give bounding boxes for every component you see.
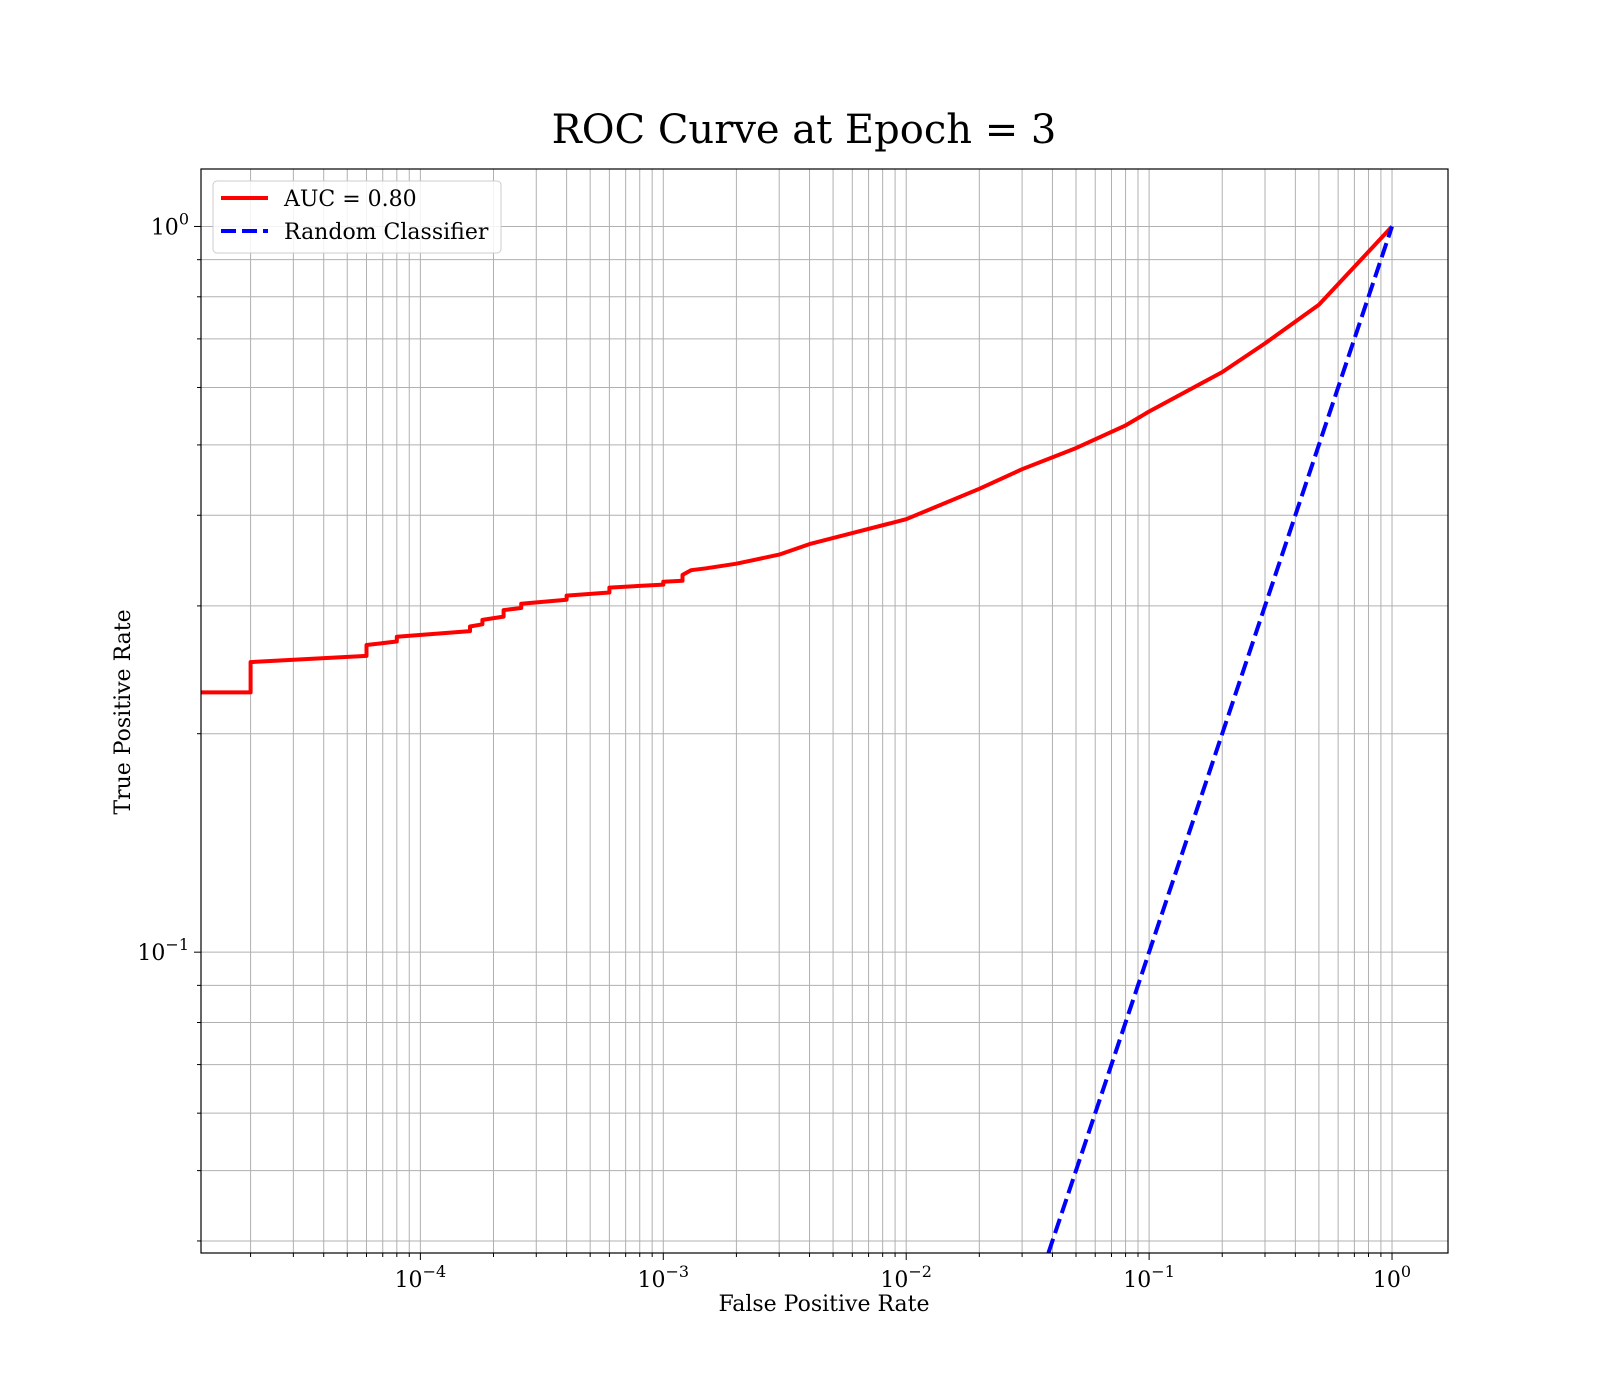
- legend-box: [212, 180, 502, 254]
- x-tick-label: 100: [1373, 1262, 1411, 1293]
- y-tick-label: 100: [151, 209, 189, 240]
- x-tick-label: 10−1: [1123, 1262, 1175, 1293]
- legend-label-random: Random Classifier: [284, 220, 489, 245]
- roc-curve-line: [201, 225, 1394, 695]
- legend: AUC = 0.80 Random Classifier: [212, 180, 502, 254]
- y-axis-label: True Positive Rate: [111, 609, 136, 814]
- x-tick-label: 10−3: [637, 1262, 689, 1293]
- y-tick-label: 10−1: [137, 935, 189, 966]
- series-layer: [201, 225, 1394, 1253]
- legend-label-auc: AUC = 0.80: [283, 187, 417, 212]
- x-tick-label: 10−2: [880, 1262, 932, 1293]
- grid-lines: [201, 169, 1448, 1253]
- x-axis-label: False Positive Rate: [718, 1292, 929, 1317]
- random-classifier-line: [1046, 225, 1394, 1253]
- axes: 10−4 10−3 10−2 10−1 100 10−1 100: [137, 168, 1449, 1293]
- x-tick-label: 10−4: [395, 1262, 447, 1293]
- chart-title: ROC Curve at Epoch = 3: [552, 107, 1057, 153]
- plot-frame: [200, 168, 1449, 1254]
